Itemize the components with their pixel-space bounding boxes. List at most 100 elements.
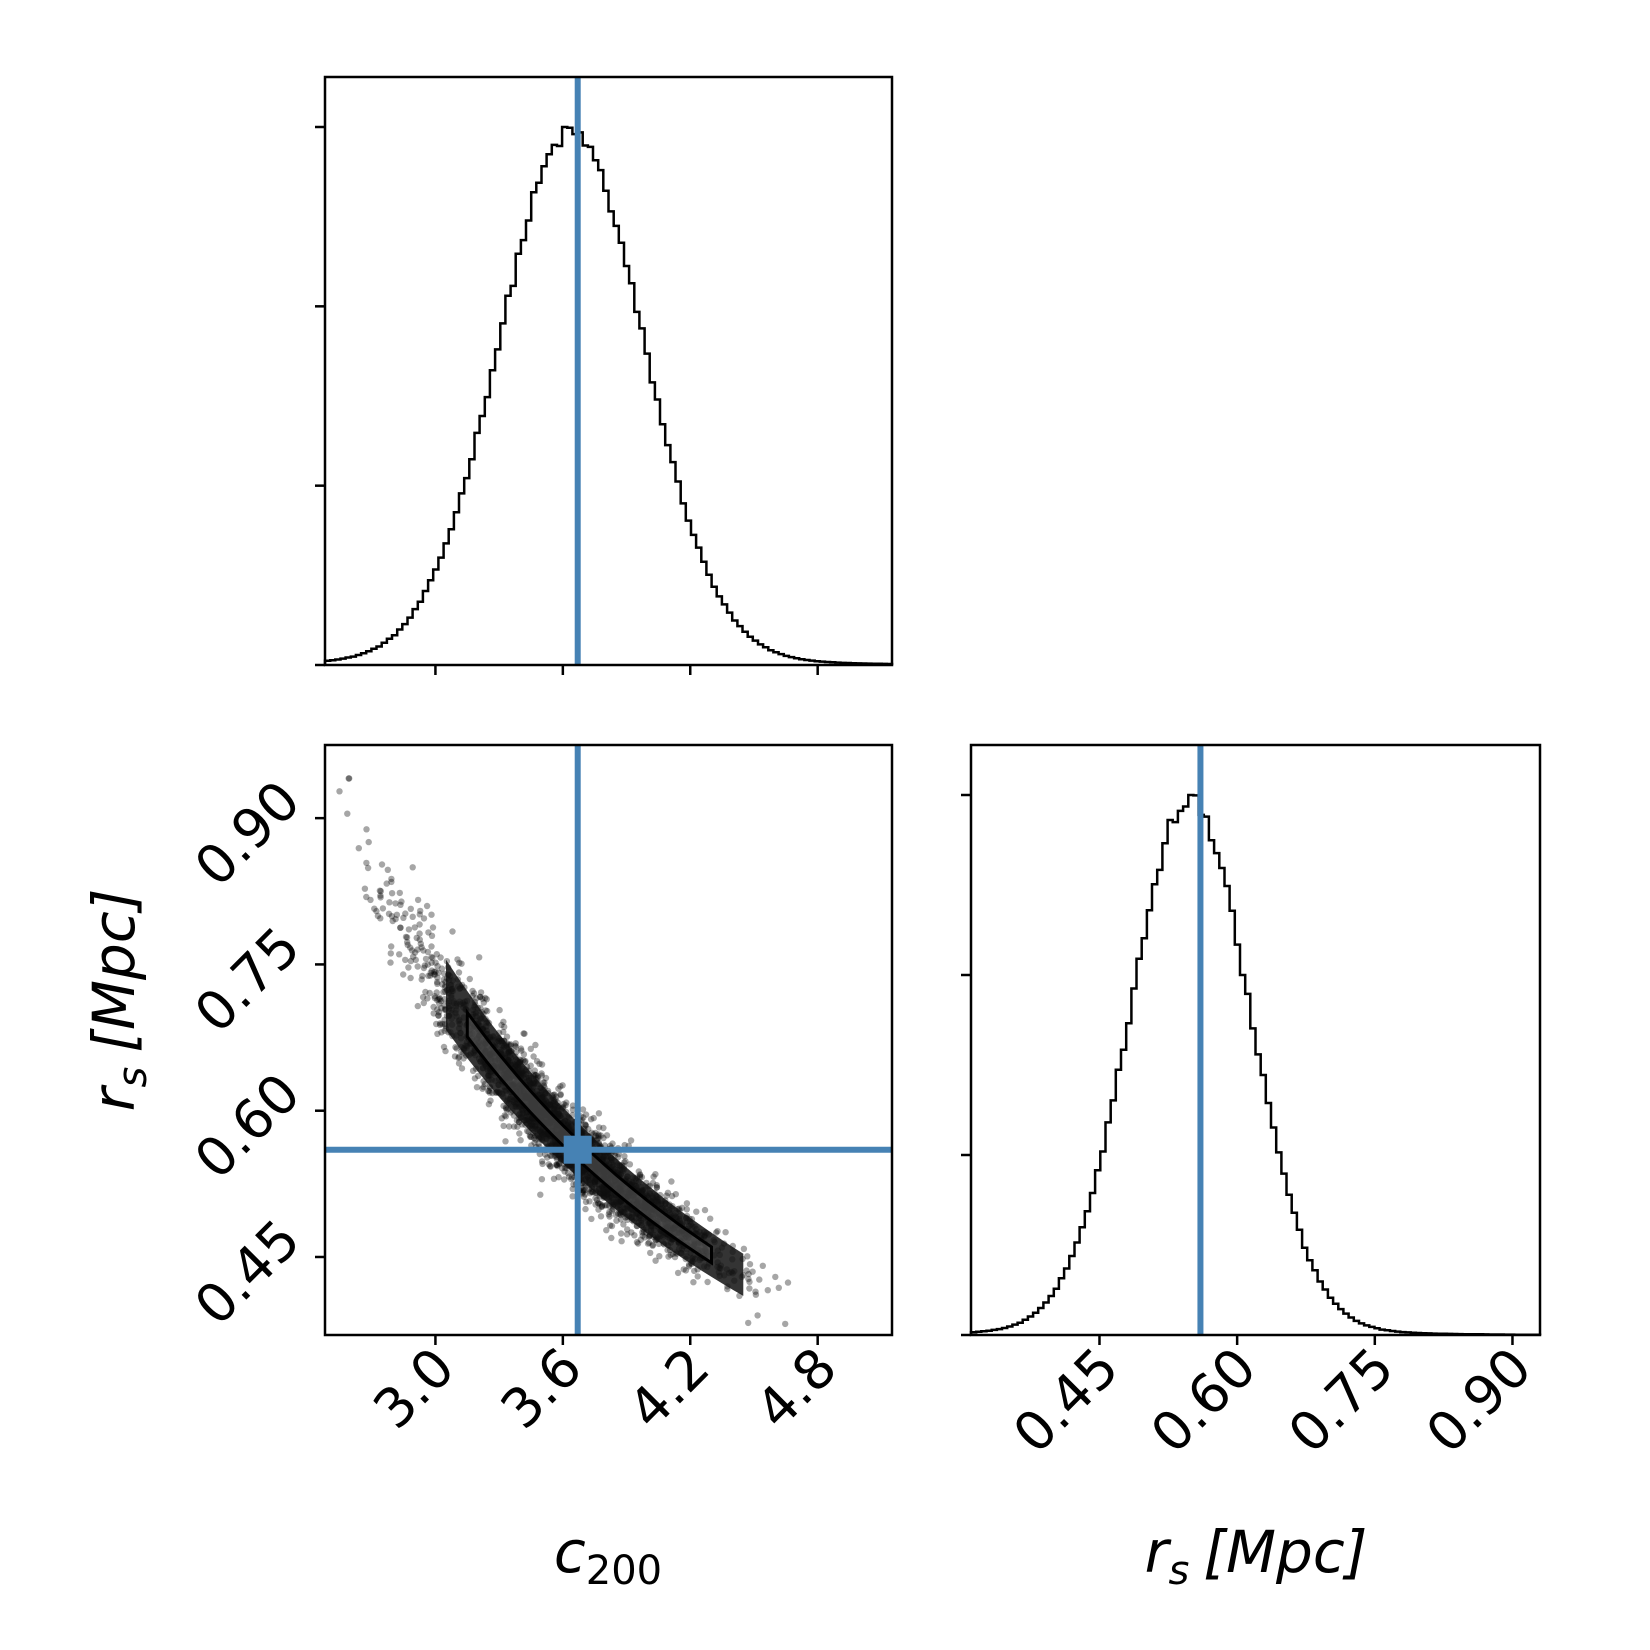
scatter-point xyxy=(598,1203,605,1211)
scatter-point xyxy=(436,1021,444,1028)
scatter-point xyxy=(639,1232,646,1239)
scatter-point xyxy=(409,864,416,871)
scatter-point xyxy=(438,1005,445,1012)
scatter-point xyxy=(595,1110,603,1117)
hist-c200-frame xyxy=(323,75,894,667)
scatter-point xyxy=(569,1193,576,1200)
scatter-point xyxy=(569,1185,576,1193)
scatter-point xyxy=(473,1084,481,1091)
scatter-point xyxy=(784,1279,792,1286)
scatter-point xyxy=(521,1030,528,1037)
scatter-point xyxy=(565,1173,573,1180)
scatter-point xyxy=(416,921,423,928)
scatter-point xyxy=(402,933,410,941)
scatter-point xyxy=(425,972,432,980)
scatter-point xyxy=(613,1217,620,1224)
scatter-point xyxy=(503,1106,510,1114)
scatter-point xyxy=(500,1102,507,1110)
scatter-point xyxy=(388,890,396,897)
scatter-point xyxy=(430,1010,437,1017)
scatter-point xyxy=(533,1058,541,1065)
scatter-point xyxy=(483,996,490,1003)
scatter-point xyxy=(520,1030,527,1037)
scatter-point xyxy=(422,988,429,996)
scatter-point xyxy=(402,910,409,917)
scatter-y-tick-label: 0.45 xyxy=(183,1208,313,1338)
scatter-point xyxy=(547,1163,554,1170)
scatter-point xyxy=(435,1009,443,1016)
scatter-point xyxy=(378,861,386,868)
scatter-point xyxy=(449,928,456,935)
scatter-point xyxy=(512,1043,520,1050)
scatter-point xyxy=(452,1044,459,1051)
scatter-point xyxy=(500,1028,507,1036)
scatter-y-tick-label: 0.90 xyxy=(183,769,313,899)
scatter-point xyxy=(587,1116,595,1123)
scatter-point xyxy=(649,1241,656,1249)
scatter-point xyxy=(414,1002,421,1010)
scatter-point xyxy=(432,959,439,966)
scatter-point xyxy=(724,1285,731,1293)
scatter-point xyxy=(569,1106,577,1113)
scatter-point xyxy=(557,1091,564,1098)
scatter-point xyxy=(600,1134,607,1142)
scatter-point xyxy=(428,967,435,974)
scatter-point xyxy=(582,1205,589,1213)
scatter-point xyxy=(745,1275,752,1283)
scatter-point xyxy=(546,1162,554,1170)
scatter-point xyxy=(544,1154,551,1161)
scatter-point xyxy=(582,1198,590,1206)
scatter-point xyxy=(580,1114,587,1121)
scatter-point xyxy=(441,970,448,977)
scatter-point xyxy=(434,1006,441,1013)
scatter-point xyxy=(585,1125,592,1133)
scatter-point xyxy=(588,1129,595,1137)
hist-rs-histogram xyxy=(969,793,1542,1337)
scatter-point xyxy=(388,875,395,883)
scatter-point xyxy=(554,1162,561,1170)
scatter-point xyxy=(433,1020,440,1028)
scatter-point xyxy=(417,907,424,915)
scatter-point xyxy=(620,1221,627,1228)
scatter-point xyxy=(683,1200,691,1207)
scatter-point xyxy=(579,1189,586,1196)
scatter-point xyxy=(412,956,419,964)
scatter-point xyxy=(425,929,432,936)
scatter-point xyxy=(420,947,427,954)
scatter-point xyxy=(510,1123,518,1130)
scatter-point xyxy=(511,1042,519,1050)
scatter-point xyxy=(592,1194,599,1202)
scatter-point xyxy=(671,1253,679,1261)
scatter-point xyxy=(656,1253,663,1260)
scatter-point xyxy=(363,826,370,833)
scatter-point xyxy=(746,1285,753,1292)
scatter-point xyxy=(555,1085,562,1092)
scatter-point xyxy=(498,1021,505,1029)
scatter-point xyxy=(621,1153,628,1160)
scatter-density-core xyxy=(446,959,744,1296)
scatter-point xyxy=(678,1204,686,1212)
scatter-point xyxy=(649,1179,657,1187)
scatter-point xyxy=(653,1184,661,1191)
scatter-point xyxy=(624,1226,631,1233)
scatter-point xyxy=(475,1072,482,1080)
scatter-point xyxy=(540,1079,547,1086)
scatter-point xyxy=(704,1278,711,1286)
scatter-point xyxy=(398,898,405,905)
scatter-point xyxy=(746,1261,754,1268)
scatter-point xyxy=(505,1123,513,1130)
scatter-point xyxy=(426,989,433,997)
scatter-point xyxy=(486,1089,493,1096)
scatter-point xyxy=(539,1160,546,1168)
scatter-point xyxy=(407,944,414,951)
scatter-point xyxy=(650,1173,657,1180)
scatter-point xyxy=(336,788,343,795)
scatter-point xyxy=(587,1190,594,1197)
scatter-point xyxy=(439,1020,446,1028)
scatter-point xyxy=(663,1192,670,1199)
scatter-point xyxy=(434,1030,441,1038)
scatter-point xyxy=(599,1202,606,1209)
scatter-point xyxy=(386,899,393,906)
scatter-point xyxy=(407,974,414,982)
scatter-point xyxy=(637,1236,644,1243)
